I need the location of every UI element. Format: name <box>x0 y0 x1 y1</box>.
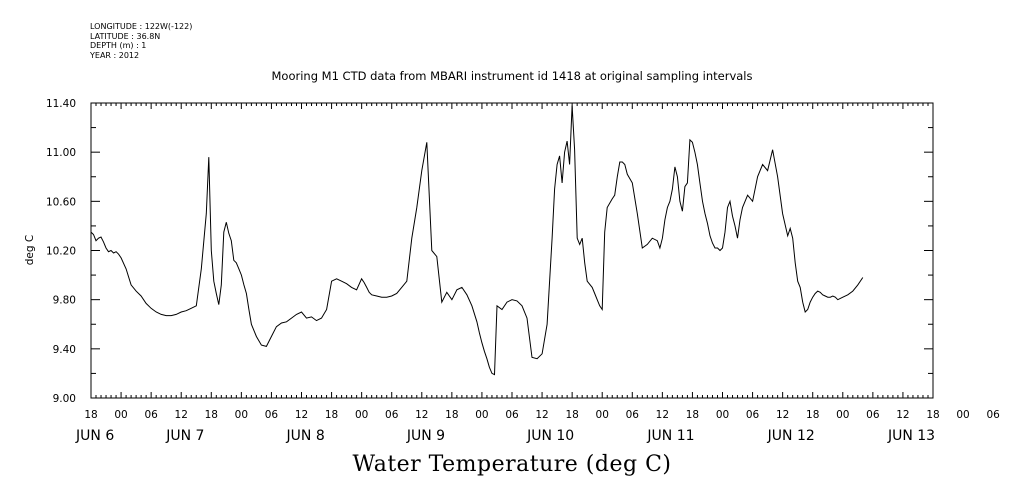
y-axis-label: deg C <box>24 235 36 265</box>
x-axis-title: Water Temperature (deg C) <box>352 452 672 477</box>
x-tick-label: 06 <box>144 409 158 421</box>
x-tick-label: 06 <box>746 409 760 421</box>
x-tick-label: 12 <box>295 409 308 421</box>
x-tick-label: 06 <box>385 409 399 421</box>
x-tick-label: 18 <box>806 409 819 421</box>
x-day-label: JUN 6 <box>75 428 114 444</box>
y-tick-label: 10.20 <box>46 246 76 258</box>
x-tick-label: 18 <box>565 409 578 421</box>
x-tick-label: 12 <box>896 409 909 421</box>
series-line-water-temperature <box>90 105 864 376</box>
x-tick-label: 18 <box>205 409 218 421</box>
x-day-label: JUN 8 <box>286 428 325 444</box>
labels-layer: 18 00 06 12 18 00 06 12 18 00 06 12 18 00 06 12 18 00 06 12… <box>46 98 1000 444</box>
plot-frame <box>90 102 934 399</box>
year-label: YEAR : 2012 <box>90 50 140 60</box>
x-tick-label: 12 <box>776 409 789 421</box>
x-tick-label: 06 <box>866 409 880 421</box>
x-tick-label: 18 <box>686 409 699 421</box>
metadata-block: LONGITUDE : 122W(-122) LATITUDE : 36.8N … <box>90 22 192 60</box>
x-tick-label: 06 <box>505 409 519 421</box>
y-tick-label: 11.40 <box>46 98 76 110</box>
x-day-label: JUN 10 <box>526 428 574 444</box>
x-day-label: JUN 7 <box>165 428 204 444</box>
x-tick-label: 06 <box>626 409 640 421</box>
y-tick-label: 11.00 <box>46 147 76 159</box>
x-day-label: JUN 11 <box>646 428 694 444</box>
x-tick-label: 00 <box>956 409 969 421</box>
x-tick-label: 18 <box>84 409 97 421</box>
x-tick-label: 00 <box>114 409 127 421</box>
y-tick-label: 10.60 <box>46 196 76 208</box>
depth-label: DEPTH (m) : 1 <box>90 41 147 50</box>
x-tick-label: 00 <box>235 409 248 421</box>
x-day-label: JUN 12 <box>767 428 815 444</box>
y-tick-label: 9.80 <box>53 295 76 307</box>
x-tick-label: 06 <box>986 409 1000 421</box>
x-tick-label: 12 <box>415 409 428 421</box>
x-tick-label: 00 <box>355 409 368 421</box>
x-tick-label: 00 <box>716 409 729 421</box>
x-day-label: JUN 9 <box>406 428 445 444</box>
y-tick-label: 9.40 <box>53 344 76 356</box>
ticks-layer <box>90 102 934 399</box>
x-tick-label: 18 <box>445 409 458 421</box>
x-tick-label: 00 <box>596 409 609 421</box>
x-day-label: JUN 13 <box>887 428 935 444</box>
x-tick-label: 12 <box>656 409 669 421</box>
x-tick-label: 00 <box>836 409 849 421</box>
latitude-label: LATITUDE : 36.8N <box>90 31 161 41</box>
x-tick-label: 06 <box>265 409 279 421</box>
x-tick-label: 12 <box>535 409 548 421</box>
x-tick-label: 18 <box>926 409 939 421</box>
chart-title: Mooring M1 CTD data from MBARI instrumen… <box>271 69 753 83</box>
x-tick-label: 00 <box>475 409 488 421</box>
y-tick-label: 9.00 <box>53 393 76 405</box>
longitude-label: LONGITUDE : 122W(-122) <box>90 22 193 31</box>
x-tick-label: 12 <box>175 409 188 421</box>
x-tick-label: 18 <box>325 409 338 421</box>
